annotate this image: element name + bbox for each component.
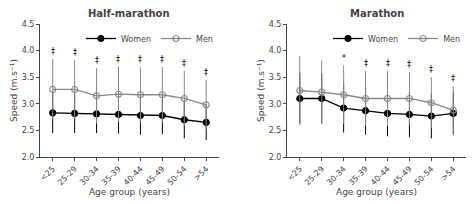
svg-text:Men: Men (196, 35, 213, 44)
svg-text:*: * (342, 54, 346, 63)
svg-text:‡: ‡ (95, 56, 99, 65)
svg-text:‡: ‡ (429, 65, 433, 74)
svg-text:4.0: 4.0 (269, 46, 282, 55)
svg-text:‡: ‡ (116, 55, 120, 64)
svg-text:<25: <25 (286, 164, 304, 182)
svg-text:3.5: 3.5 (22, 73, 35, 82)
svg-text:30-34: 30-34 (325, 164, 348, 187)
svg-text:Speed (m.s⁻¹): Speed (m.s⁻¹) (9, 59, 19, 122)
svg-text:‡: ‡ (182, 59, 186, 68)
svg-text:50-54: 50-54 (413, 164, 436, 187)
svg-text:2.5: 2.5 (269, 126, 282, 135)
svg-text:‡: ‡ (451, 74, 455, 83)
svg-text:4.0: 4.0 (22, 46, 35, 55)
svg-text:‡: ‡ (73, 48, 77, 57)
svg-text:45-49: 45-49 (391, 164, 414, 187)
svg-text:‡: ‡ (386, 59, 390, 68)
svg-text:‡: ‡ (160, 55, 164, 64)
svg-text:>54: >54 (192, 164, 210, 182)
svg-text:Marathon: Marathon (350, 8, 404, 19)
svg-text:3.0: 3.0 (269, 100, 282, 109)
svg-text:‡: ‡ (204, 68, 208, 77)
svg-text:40-44: 40-44 (369, 164, 392, 187)
svg-text:3.0: 3.0 (22, 100, 35, 109)
svg-text:4.5: 4.5 (269, 20, 282, 29)
svg-text:Age group (years): Age group (years) (89, 187, 170, 197)
svg-text:4.5: 4.5 (22, 20, 35, 29)
svg-text:‡: ‡ (407, 60, 411, 69)
svg-text:Age group (years): Age group (years) (336, 187, 417, 197)
svg-text:2.0: 2.0 (269, 153, 282, 162)
svg-text:35-39: 35-39 (347, 164, 370, 187)
svg-text:Women: Women (368, 35, 398, 44)
svg-text:‡: ‡ (364, 59, 368, 68)
svg-text:40-44: 40-44 (122, 164, 145, 187)
svg-text:30-34: 30-34 (78, 164, 101, 187)
svg-text:‡: ‡ (138, 55, 142, 64)
svg-text:50-54: 50-54 (166, 164, 189, 187)
svg-text:Men: Men (443, 35, 460, 44)
svg-text:‡: ‡ (51, 47, 55, 56)
svg-text:2.0: 2.0 (22, 153, 35, 162)
svg-text:2.5: 2.5 (22, 126, 35, 135)
svg-text:<25: <25 (39, 164, 57, 182)
svg-text:Women: Women (121, 35, 151, 44)
svg-text:35-39: 35-39 (100, 164, 123, 187)
svg-text:Speed (m.s⁻¹): Speed (m.s⁻¹) (256, 59, 266, 122)
svg-text:Half-marathon: Half-marathon (88, 8, 170, 19)
svg-text:25-29: 25-29 (303, 164, 326, 187)
svg-text:45-49: 45-49 (144, 164, 167, 187)
svg-text:25-29: 25-29 (56, 164, 79, 187)
svg-text:3.5: 3.5 (269, 73, 282, 82)
svg-text:>54: >54 (439, 164, 457, 182)
